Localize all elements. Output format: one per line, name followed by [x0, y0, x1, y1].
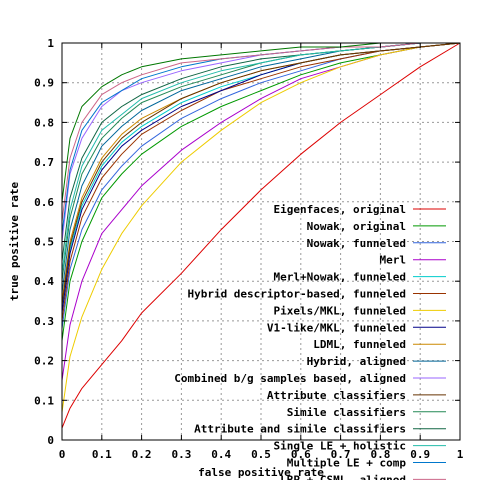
grid: [62, 43, 460, 440]
x-axis-label: false positive rate: [198, 466, 324, 479]
y-tick-label: 0: [47, 434, 54, 447]
series-line-12: [61, 42, 461, 306]
x-tick-label: 0.1: [92, 448, 112, 461]
legend-label: Nowak, funneled: [307, 237, 406, 250]
legend-label: Multiple LE + comp: [287, 457, 407, 470]
series-line-17: [61, 42, 460, 222]
x-tick-label: 0.8: [370, 448, 390, 461]
legend-label: Attribute classifiers: [267, 389, 406, 402]
x-tick-label: 0.4: [211, 448, 231, 461]
legend-label: Pixels/MKL, funneled: [274, 304, 406, 317]
series-lines: [61, 42, 461, 429]
tick-labels: 0 0.1 0.2 0.3 0.4 0.5 0.6 0.7 0.8 0.9 1 0 0.1 0.2 0.3 0…: [34, 37, 464, 461]
y-tick-label: 0.8: [34, 116, 54, 129]
x-tick-label: 0.7: [331, 448, 351, 461]
legend-label: Combined b/g samples based, aligned: [174, 372, 406, 385]
y-tick-label: 0.4: [34, 275, 54, 288]
y-tick-label: 0.1: [34, 394, 54, 407]
y-tick-label: 1: [47, 37, 54, 50]
x-tick-label: 0: [59, 448, 66, 461]
y-tick-label: 0.6: [34, 196, 54, 209]
x-tick-label: 0.9: [410, 448, 430, 461]
legend-label: LDML, funneled: [313, 338, 406, 351]
series-line-6: [61, 42, 461, 321]
y-tick-label: 0.9: [34, 77, 54, 90]
legend-label: Attribute and simile classifiers: [194, 423, 406, 436]
legend: Eigenfaces, original Nowak, original Nowak…: [174, 203, 446, 480]
series-line-2: [61, 42, 461, 341]
y-tick-label: 0.3: [34, 315, 54, 328]
y-tick-label: 0.7: [34, 156, 54, 169]
legend-label: Merl+Nowak, funneled: [274, 271, 406, 284]
x-tick-label: 1: [457, 448, 464, 461]
legend-label: Hybrid, aligned: [307, 355, 406, 368]
legend-label: Merl: [380, 254, 407, 267]
series-line-18: [61, 42, 460, 202]
y-tick-label: 0.5: [34, 236, 54, 249]
legend-label: LBP + CSML, aligned: [280, 473, 406, 480]
series-line-7: [61, 42, 461, 413]
x-tick-label: 0.5: [251, 448, 271, 461]
x-tick-label: 0.6: [291, 448, 311, 461]
x-tick-label: 0.2: [132, 448, 152, 461]
y-axis-label: true positive rate: [8, 182, 21, 302]
legend-label: Single LE + holistic: [274, 440, 406, 453]
y-tick-label: 0.2: [34, 355, 54, 368]
legend-label: Eigenfaces, original: [274, 203, 406, 216]
legend-label: Hybrid descriptor-based, funneled: [187, 288, 406, 301]
series-line-1: [61, 42, 461, 429]
legend-label: Simile classifiers: [287, 406, 406, 419]
series-line-3: [61, 42, 461, 329]
legend-label: V1-like/MKL, funneled: [267, 321, 406, 334]
legend-label: Nowak, original: [307, 220, 406, 233]
x-tick-label: 0.3: [171, 448, 191, 461]
series-line-15: [61, 42, 460, 274]
